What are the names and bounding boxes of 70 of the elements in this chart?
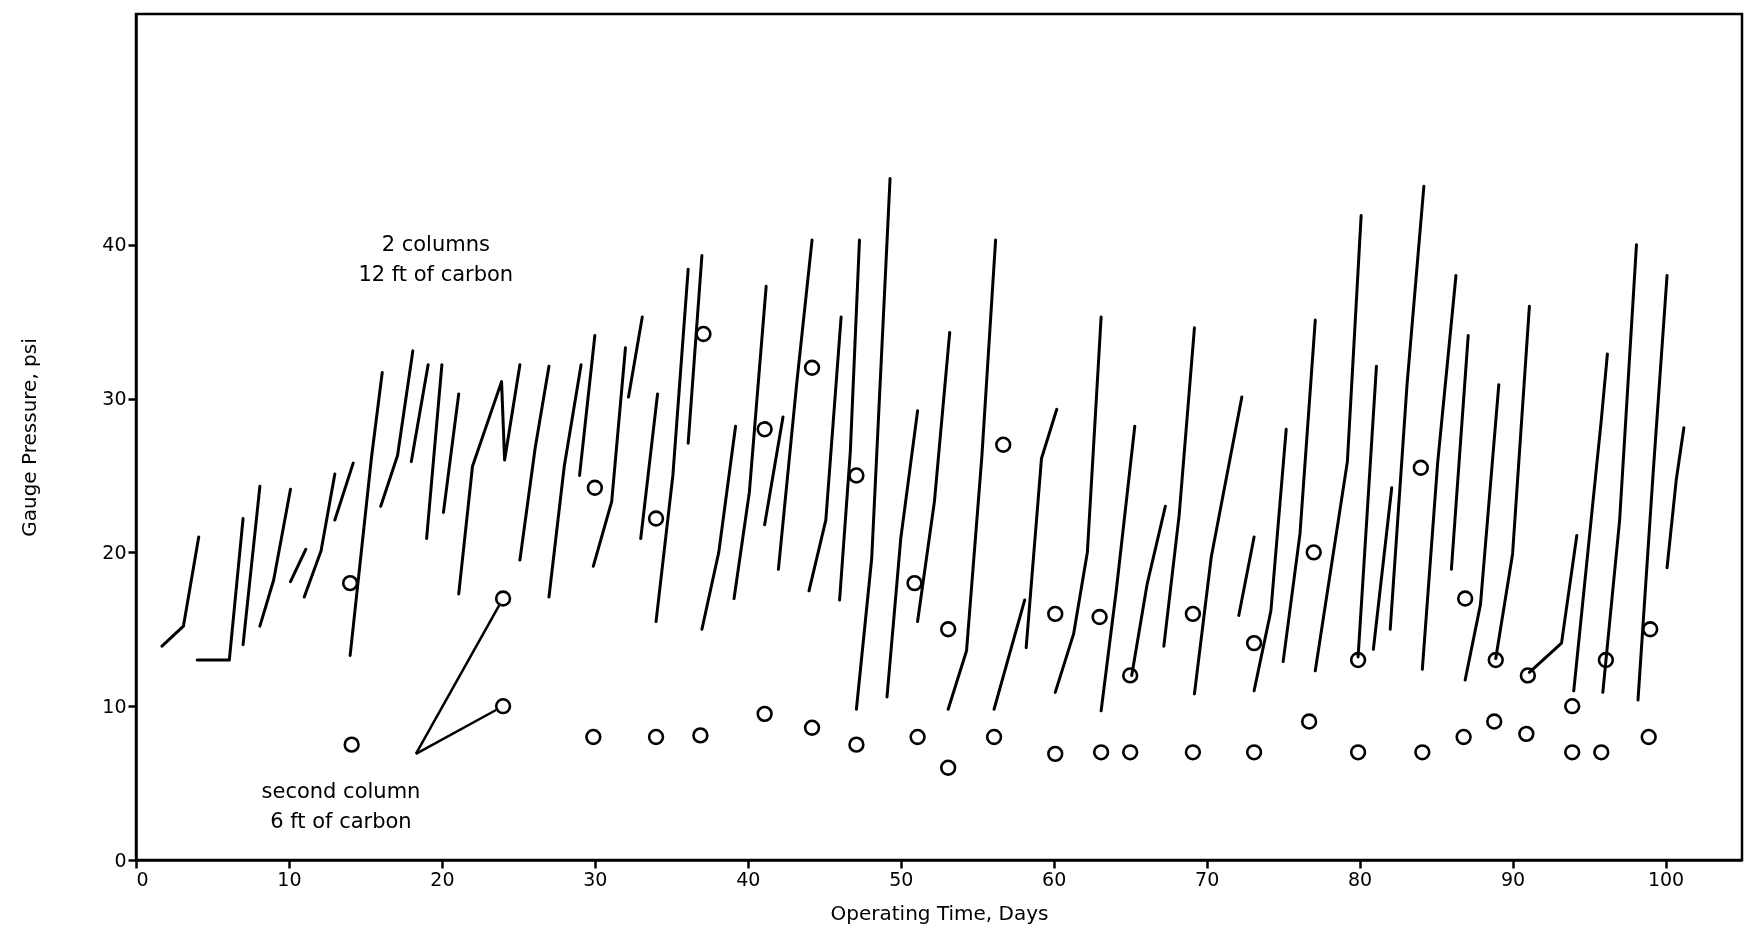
point bbox=[585, 728, 602, 746]
point bbox=[1091, 608, 1108, 626]
annotation: second column 6 ft of carbon bbox=[261, 779, 421, 834]
x-tick-label: 60 bbox=[1042, 867, 1067, 890]
point bbox=[939, 621, 957, 638]
point bbox=[1305, 544, 1322, 561]
point bbox=[1597, 651, 1615, 669]
x-tick-label: 30 bbox=[583, 867, 608, 890]
annotation: 2 columns 12 ft of carbon bbox=[358, 231, 514, 286]
point bbox=[1184, 744, 1202, 761]
y-tick-label: 0 bbox=[114, 848, 127, 871]
x-tick-label: 80 bbox=[1348, 867, 1373, 890]
point bbox=[1047, 605, 1064, 623]
point bbox=[1092, 744, 1110, 761]
point bbox=[343, 736, 360, 753]
point bbox=[1518, 725, 1535, 743]
point bbox=[494, 698, 512, 715]
y-tick-label: 20 bbox=[102, 540, 127, 563]
point bbox=[939, 759, 957, 776]
x-axis-title: Operating Time, Days bbox=[830, 900, 1049, 925]
point bbox=[1455, 728, 1472, 746]
point bbox=[1564, 744, 1581, 761]
point bbox=[1414, 744, 1431, 761]
point bbox=[1486, 713, 1503, 730]
point bbox=[756, 421, 773, 438]
point bbox=[1300, 713, 1318, 730]
point bbox=[1349, 651, 1367, 669]
point bbox=[1593, 744, 1610, 761]
point bbox=[1122, 667, 1139, 684]
x-tick-label: 20 bbox=[430, 867, 455, 890]
point bbox=[803, 359, 821, 376]
point bbox=[756, 705, 773, 723]
point bbox=[1245, 634, 1263, 652]
point bbox=[1564, 698, 1581, 715]
point bbox=[906, 574, 923, 592]
point bbox=[848, 736, 865, 753]
point bbox=[909, 728, 926, 746]
y-tick-label: 10 bbox=[102, 694, 127, 717]
y-axis-title: Gauge Pressure, psi bbox=[17, 338, 42, 537]
point bbox=[1122, 744, 1139, 761]
y-tick-label: 30 bbox=[102, 387, 127, 410]
point bbox=[1456, 590, 1474, 607]
point bbox=[695, 325, 712, 343]
point bbox=[1412, 459, 1429, 476]
x-tick-label: 100 bbox=[1647, 867, 1685, 890]
point bbox=[494, 590, 512, 607]
x-tick-label: 70 bbox=[1195, 867, 1220, 890]
x-tick-label: 50 bbox=[889, 867, 914, 890]
point bbox=[1047, 745, 1064, 763]
point bbox=[692, 727, 709, 744]
point bbox=[985, 728, 1003, 746]
y-tick-label: 40 bbox=[102, 233, 127, 256]
point bbox=[803, 719, 821, 736]
point bbox=[1487, 651, 1504, 669]
point bbox=[1642, 621, 1659, 638]
point bbox=[1245, 744, 1263, 761]
point bbox=[1640, 728, 1657, 746]
point bbox=[586, 479, 604, 496]
x-tick-label: 40 bbox=[736, 867, 761, 890]
point bbox=[1184, 605, 1202, 623]
point bbox=[341, 574, 359, 592]
point bbox=[995, 436, 1012, 453]
point bbox=[1519, 667, 1537, 684]
point bbox=[848, 467, 865, 484]
point bbox=[1349, 744, 1367, 761]
point bbox=[647, 728, 665, 746]
x-tick-label: 0 bbox=[136, 867, 149, 890]
x-tick-label: 90 bbox=[1500, 867, 1526, 890]
x-tick-label: 10 bbox=[277, 867, 302, 890]
point bbox=[647, 510, 665, 527]
